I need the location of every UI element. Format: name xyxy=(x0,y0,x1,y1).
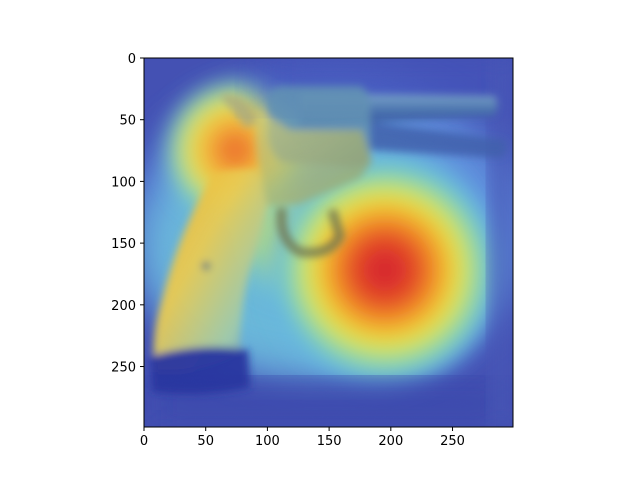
plot-frame xyxy=(143,57,514,428)
x-tick-label: 50 xyxy=(197,434,214,449)
y-axis: 0 50 100 150 200 250 xyxy=(111,52,144,376)
y-tick-label: 0 xyxy=(128,52,136,67)
x-tick-label: 150 xyxy=(317,434,342,449)
x-tick-label: 200 xyxy=(378,434,403,449)
y-tick-label: 200 xyxy=(111,299,136,314)
y-tick-label: 100 xyxy=(111,175,136,190)
y-tick-label: 250 xyxy=(111,361,136,376)
y-tick-label: 50 xyxy=(119,114,136,129)
x-tick-label: 250 xyxy=(440,434,465,449)
x-axis: 0 50 100 150 200 250 xyxy=(140,427,465,449)
x-tick-label: 0 xyxy=(140,434,148,449)
x-tick-label: 100 xyxy=(255,434,280,449)
y-tick-label: 150 xyxy=(111,237,136,252)
